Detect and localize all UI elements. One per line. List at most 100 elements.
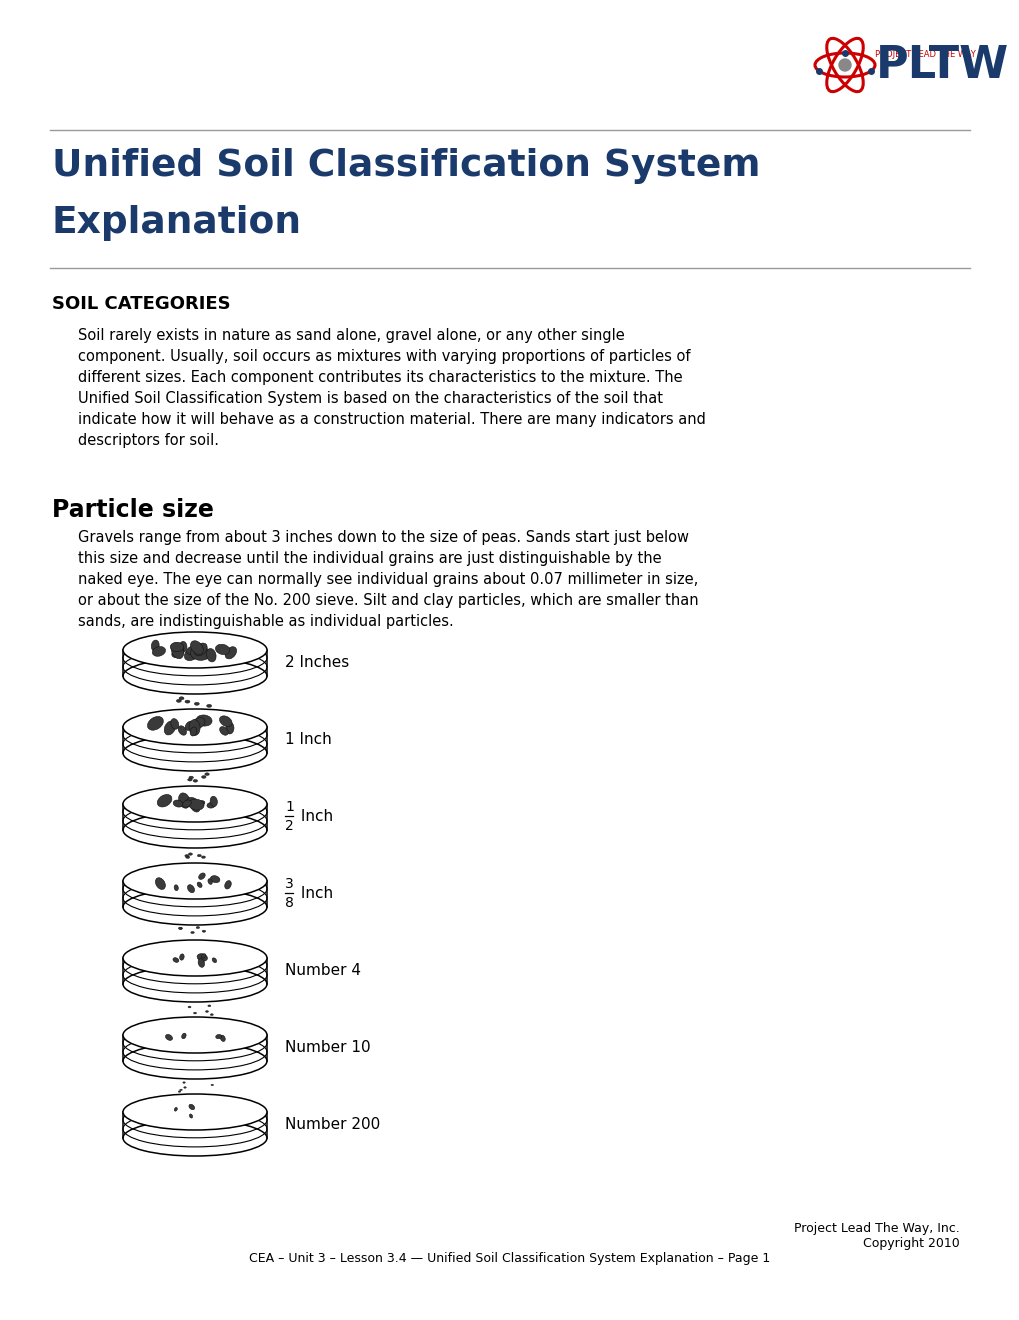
Ellipse shape (194, 1012, 197, 1014)
Ellipse shape (189, 1105, 195, 1110)
Ellipse shape (224, 880, 231, 888)
Text: 2: 2 (284, 820, 293, 833)
Ellipse shape (208, 879, 212, 884)
Ellipse shape (187, 1006, 191, 1008)
Ellipse shape (191, 803, 200, 812)
Ellipse shape (186, 797, 199, 807)
Ellipse shape (195, 643, 207, 656)
Ellipse shape (173, 958, 178, 962)
Ellipse shape (123, 785, 267, 822)
Text: Inch: Inch (296, 886, 333, 900)
Ellipse shape (187, 779, 192, 781)
Text: Particle size: Particle size (52, 498, 214, 521)
Ellipse shape (207, 803, 215, 808)
Ellipse shape (123, 1119, 267, 1156)
Ellipse shape (210, 796, 217, 807)
Ellipse shape (174, 1107, 177, 1111)
Ellipse shape (215, 644, 229, 655)
Ellipse shape (189, 799, 204, 810)
Ellipse shape (179, 954, 184, 960)
Ellipse shape (202, 776, 206, 779)
Ellipse shape (212, 958, 216, 962)
Text: PLTW: PLTW (875, 44, 1008, 87)
Ellipse shape (183, 1086, 186, 1088)
Ellipse shape (195, 702, 199, 705)
Ellipse shape (171, 648, 183, 657)
Ellipse shape (210, 1014, 213, 1015)
Ellipse shape (201, 954, 206, 958)
Ellipse shape (123, 632, 267, 668)
Ellipse shape (170, 718, 178, 729)
Ellipse shape (205, 772, 209, 776)
Ellipse shape (123, 1043, 267, 1078)
Ellipse shape (179, 697, 183, 700)
Text: Number 4: Number 4 (284, 962, 361, 978)
Text: Inch: Inch (296, 809, 333, 824)
Ellipse shape (196, 927, 200, 928)
Text: SOIL CATEGORIES: SOIL CATEGORIES (52, 294, 230, 313)
Ellipse shape (196, 715, 212, 726)
Ellipse shape (179, 928, 182, 929)
Circle shape (839, 59, 850, 71)
Ellipse shape (219, 715, 232, 726)
Ellipse shape (171, 643, 183, 659)
Ellipse shape (155, 878, 165, 890)
Ellipse shape (193, 780, 198, 783)
Ellipse shape (185, 721, 194, 730)
Text: Number 10: Number 10 (284, 1040, 370, 1055)
Ellipse shape (123, 709, 267, 744)
Ellipse shape (174, 884, 178, 891)
Ellipse shape (185, 855, 190, 858)
Ellipse shape (123, 940, 267, 975)
Ellipse shape (151, 640, 159, 651)
Ellipse shape (206, 648, 216, 661)
Ellipse shape (123, 863, 267, 899)
Ellipse shape (219, 726, 228, 735)
Text: CEA – Unit 3 – Lesson 3.4 — Unified Soil Classification System Explanation – Pag: CEA – Unit 3 – Lesson 3.4 — Unified Soil… (249, 1251, 770, 1265)
Ellipse shape (197, 854, 201, 857)
Ellipse shape (178, 726, 186, 735)
Ellipse shape (178, 793, 190, 808)
Ellipse shape (152, 647, 165, 656)
Ellipse shape (215, 1035, 221, 1039)
Ellipse shape (123, 657, 267, 694)
Ellipse shape (205, 1011, 208, 1012)
Ellipse shape (176, 700, 181, 702)
Ellipse shape (123, 1016, 267, 1053)
Ellipse shape (157, 795, 172, 807)
Ellipse shape (211, 1084, 213, 1086)
Ellipse shape (190, 727, 197, 737)
Text: Number 200: Number 200 (284, 1117, 380, 1131)
Ellipse shape (189, 776, 194, 779)
Ellipse shape (123, 1094, 267, 1130)
Ellipse shape (123, 888, 267, 925)
Ellipse shape (123, 966, 267, 1002)
Ellipse shape (182, 800, 192, 807)
Ellipse shape (225, 647, 236, 659)
Ellipse shape (189, 853, 193, 855)
Ellipse shape (190, 1114, 193, 1118)
Ellipse shape (208, 1005, 211, 1007)
Ellipse shape (123, 812, 267, 847)
Ellipse shape (178, 927, 181, 929)
Ellipse shape (164, 721, 175, 735)
Ellipse shape (184, 647, 200, 660)
Text: 8: 8 (284, 896, 293, 911)
Ellipse shape (202, 931, 206, 932)
Ellipse shape (181, 1034, 185, 1039)
Text: 3: 3 (284, 878, 293, 891)
Ellipse shape (184, 854, 189, 857)
Text: 1 Inch: 1 Inch (284, 731, 331, 747)
Ellipse shape (182, 1082, 185, 1084)
Ellipse shape (191, 932, 194, 933)
Text: Gravels range from about 3 inches down to the size of peas. Sands start just bel: Gravels range from about 3 inches down t… (77, 531, 698, 630)
Ellipse shape (192, 718, 205, 729)
Text: Unified Soil Classification System: Unified Soil Classification System (52, 148, 760, 183)
Ellipse shape (199, 873, 205, 879)
Text: 2 Inches: 2 Inches (284, 655, 348, 669)
Text: PROJECT LEAD THE WAY: PROJECT LEAD THE WAY (874, 50, 975, 59)
Ellipse shape (207, 705, 211, 708)
Ellipse shape (198, 958, 205, 968)
Ellipse shape (178, 1090, 180, 1093)
Text: Project Lead The Way, Inc.: Project Lead The Way, Inc. (794, 1222, 959, 1236)
